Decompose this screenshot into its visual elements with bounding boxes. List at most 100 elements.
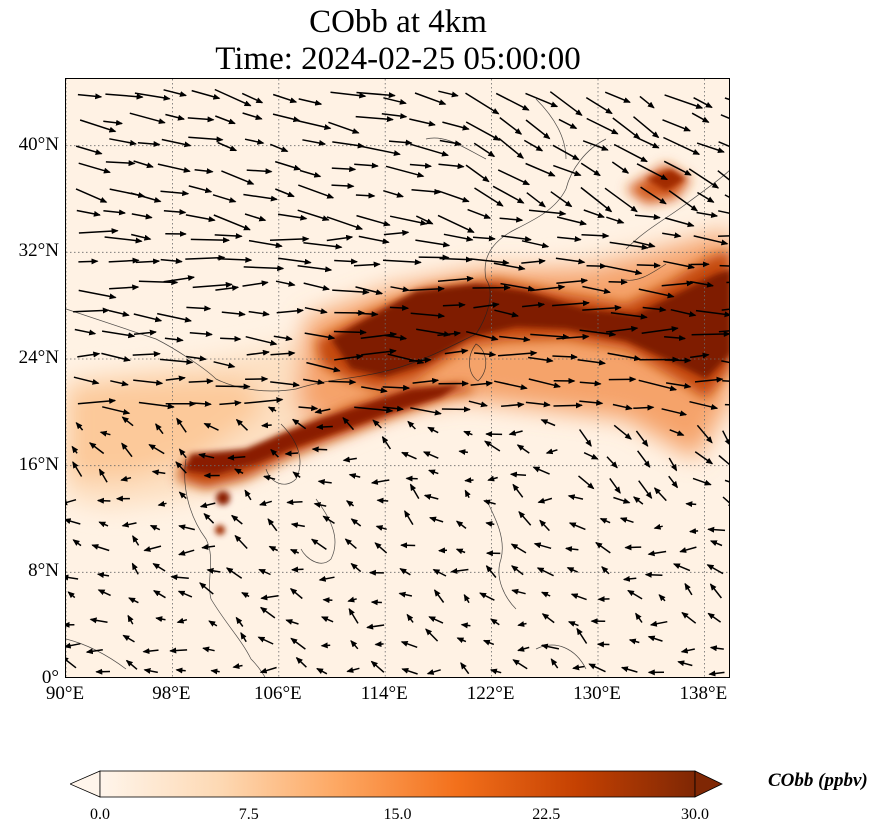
wind-arrow	[155, 616, 166, 623]
wind-arrow	[185, 214, 216, 223]
wind-arrow	[427, 426, 439, 434]
wind-arrow	[697, 191, 715, 203]
wind-arrow	[72, 539, 82, 547]
wind-arrow	[246, 168, 273, 175]
wind-arrow	[635, 430, 649, 447]
wind-arrow	[613, 143, 648, 163]
wind-arrow	[579, 329, 617, 337]
colorbar-max-extend	[694, 770, 723, 798]
wind-arrow	[390, 286, 410, 293]
wind-arrow	[322, 515, 335, 525]
wind-arrow	[526, 192, 546, 208]
wind-arrow	[192, 281, 233, 289]
wind-arrow	[127, 614, 134, 625]
wind-arrow	[304, 332, 336, 341]
wind-arrow	[306, 361, 341, 373]
wind-arrow	[78, 258, 99, 265]
wind-arrow	[719, 264, 729, 267]
colorbar-tick-label: 0.0	[90, 806, 110, 823]
wind-arrow	[422, 451, 439, 459]
wind-arrow	[438, 90, 459, 98]
wind-arrow	[439, 256, 473, 263]
wind-arrow	[267, 518, 278, 532]
wind-arrow	[151, 469, 166, 476]
wind-arrow	[552, 144, 580, 161]
wind-arrow	[320, 616, 334, 623]
lon-tick-label: 90°E	[45, 683, 85, 704]
wind-arrow	[558, 118, 578, 130]
wind-arrow	[517, 645, 530, 652]
wind-arrow	[199, 582, 214, 595]
wind-arrow	[438, 163, 465, 170]
wind-arrow	[330, 91, 367, 99]
wind-arrow	[530, 333, 570, 340]
wind-arrow	[718, 141, 729, 147]
map-panel	[65, 78, 730, 678]
wind-arrow	[662, 119, 691, 132]
wind-arrow	[178, 549, 195, 556]
wind-arrow	[72, 461, 83, 477]
wind-arrow	[665, 382, 692, 389]
wind-arrow	[473, 142, 496, 158]
wind-arrow	[724, 194, 729, 198]
wind-arrow	[501, 401, 525, 408]
wind-arrow	[444, 348, 469, 355]
wind-arrow	[170, 574, 189, 581]
wind-arrow	[399, 568, 411, 576]
wind-arrow	[576, 627, 588, 644]
wind-arrow	[498, 137, 524, 159]
wind-arrow	[528, 209, 567, 217]
wind-arrow	[663, 260, 695, 270]
wind-arrow	[578, 475, 595, 490]
wind-arrow	[382, 259, 422, 266]
wind-arrow	[103, 119, 123, 126]
wind-arrow	[333, 329, 367, 336]
wind-arrow	[370, 660, 385, 673]
wind-arrow	[133, 329, 157, 336]
wind-arrow	[148, 443, 165, 455]
wind-arrow	[489, 668, 502, 675]
wind-arrow	[248, 239, 283, 249]
wind-arrow	[210, 668, 220, 675]
wind-arrow	[297, 265, 333, 273]
wind-arrow	[276, 307, 304, 314]
wind-arrow	[499, 117, 523, 135]
wind-arrow	[409, 483, 420, 499]
wind-arrow	[334, 353, 364, 361]
wind-arrow	[467, 208, 492, 219]
wind-arrow	[165, 375, 186, 382]
lon-tick-label: 114°E	[360, 683, 408, 704]
wind-arrow	[246, 349, 270, 356]
wind-arrow	[310, 538, 327, 551]
wind-arrow	[120, 475, 132, 482]
wind-arrow	[241, 592, 250, 599]
wind-arrow	[410, 407, 442, 416]
wind-arrow	[470, 258, 510, 266]
wind-arrow	[709, 645, 724, 652]
colorbar-tick-label: 30.0	[681, 806, 709, 823]
wind-arrow	[484, 440, 501, 452]
wind-arrow	[441, 406, 471, 413]
wind-arrow	[525, 162, 556, 177]
wind-arrow	[677, 660, 693, 667]
wind-arrow	[426, 669, 441, 675]
wind-arrow	[540, 591, 551, 598]
wind-arrow	[188, 185, 213, 194]
wind-arrow	[149, 524, 161, 531]
wind-arrow	[316, 667, 328, 675]
wind-arrow	[220, 335, 242, 342]
wind-arrow	[296, 119, 332, 130]
wind-arrow	[194, 168, 214, 175]
wind-arrow	[66, 498, 77, 506]
wind-arrow	[66, 656, 77, 669]
wind-arrow	[206, 567, 221, 574]
wind-arrow	[332, 289, 370, 296]
wind-arrow	[234, 468, 244, 475]
wind-arrow	[588, 663, 606, 673]
wind-arrow	[232, 663, 243, 670]
wind-arrow	[244, 489, 252, 501]
wind-arrow	[317, 479, 332, 486]
wind-arrow	[101, 352, 131, 362]
wind-arrow	[490, 618, 500, 626]
wind-arrow	[668, 189, 699, 212]
